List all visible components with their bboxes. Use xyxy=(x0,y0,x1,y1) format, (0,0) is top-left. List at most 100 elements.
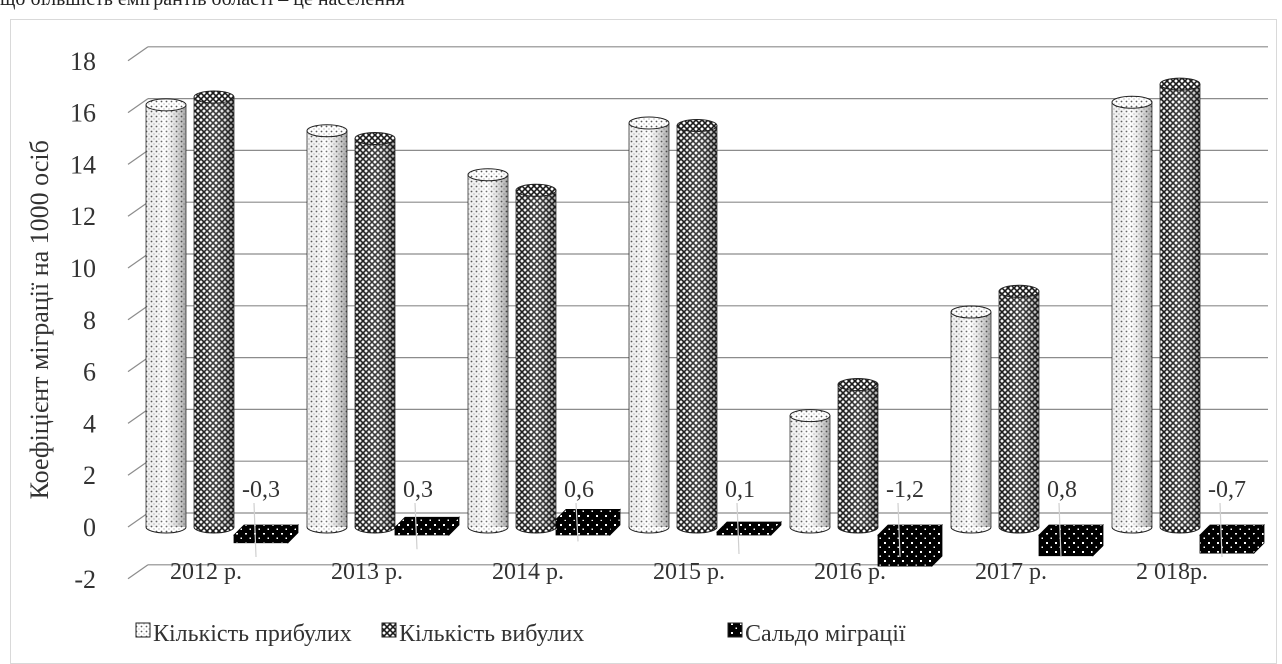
data-label-leader xyxy=(414,502,418,550)
bar-arrivals-top xyxy=(1111,95,1153,109)
legend-label: Сальдо міграції xyxy=(745,621,906,647)
grid-line-diagonal xyxy=(127,357,149,373)
y-tick-label: 6 xyxy=(83,358,96,387)
bar-saldo-top xyxy=(555,509,621,520)
bar-saldo-top xyxy=(394,516,460,528)
bar-arrivals xyxy=(306,124,348,534)
data-label-leader xyxy=(897,502,901,558)
bar-departures-top xyxy=(193,90,235,104)
y-tick-label: 12 xyxy=(70,202,96,231)
y-tick-label: 2 xyxy=(83,461,96,490)
bar-departures-shade xyxy=(838,384,878,527)
bar-departures xyxy=(354,132,396,534)
bar-departures-top xyxy=(837,378,879,392)
bar-departures xyxy=(837,378,879,534)
bar-departures-shade xyxy=(194,97,234,527)
y-axis-title: Коефіцієнт міграції на 1000 осіб xyxy=(25,140,54,499)
y-tick-label: 14 xyxy=(70,150,96,179)
legend: Кількість прибулих Кількість вибулих Сальд… xyxy=(135,621,906,647)
page-top-text: що більшість емігрантів області – це нас… xyxy=(0,0,405,11)
bar-saldo-side xyxy=(770,521,782,536)
bar-arrivals xyxy=(1111,95,1153,534)
bar-saldo-side xyxy=(609,508,621,536)
data-label: -0,7 xyxy=(1208,477,1246,503)
bar-saldo-top xyxy=(1199,524,1265,536)
bar-departures xyxy=(676,119,718,534)
legend-swatch xyxy=(381,622,397,638)
grid-line-diagonal xyxy=(127,305,149,321)
bar-departures-top xyxy=(354,132,396,145)
grid-line-diagonal xyxy=(127,46,149,62)
bar-arrivals xyxy=(628,116,670,534)
grid-line-diagonal xyxy=(127,98,149,114)
data-label-leader xyxy=(1219,502,1223,558)
bar-departures xyxy=(193,90,235,534)
legend-swatch xyxy=(727,622,743,638)
bar-departures xyxy=(1159,77,1201,534)
bar-arrivals-shade xyxy=(1112,102,1152,528)
bar-saldo-front xyxy=(1199,534,1255,554)
y-tick-label: -2 xyxy=(74,565,96,594)
bars xyxy=(145,77,1265,568)
y-tick-label: 4 xyxy=(83,409,96,438)
grid-line-diagonal xyxy=(127,253,149,269)
bar-arrivals-shade xyxy=(146,104,186,527)
data-label: 0,8 xyxy=(1047,477,1077,503)
bar-saldo-top xyxy=(716,521,782,533)
data-label-leader xyxy=(253,502,257,558)
grid-line-diagonal xyxy=(127,201,149,217)
bar-arrivals-shade xyxy=(790,415,830,527)
bar-departures-top xyxy=(676,119,718,133)
bar-arrivals-top xyxy=(628,116,670,130)
bar-saldo-side xyxy=(931,524,943,568)
bar-saldo-top xyxy=(1038,524,1104,536)
grid-line-diagonal xyxy=(127,408,149,424)
bar-arrivals-top xyxy=(467,168,509,182)
y-tick-label: 18 xyxy=(70,47,96,76)
bar-saldo-side xyxy=(1092,524,1104,557)
bar-arrivals-shade xyxy=(629,122,669,528)
bar-saldo xyxy=(233,524,299,544)
bar-arrivals-top xyxy=(789,409,831,423)
bar-arrivals-top xyxy=(950,305,992,319)
bar-arrivals-shade xyxy=(951,312,991,527)
x-category-label: 2012 р. xyxy=(170,559,242,585)
y-tick-label: 0 xyxy=(83,513,96,542)
bar-saldo xyxy=(555,508,621,536)
bar-saldo-front xyxy=(716,531,772,536)
bar-saldo-side xyxy=(448,516,460,536)
x-category-label: 2 018р. xyxy=(1136,559,1208,585)
x-category-label: 2013 р. xyxy=(331,559,403,585)
bar-saldo-front xyxy=(1038,534,1094,557)
grid-line-diagonal xyxy=(127,564,149,580)
bar-arrivals xyxy=(789,409,831,534)
bar-departures xyxy=(515,183,557,534)
bar-departures-top xyxy=(515,183,557,197)
x-category-label: 2017 р. xyxy=(975,559,1047,585)
bar-saldo xyxy=(1038,524,1104,557)
legend-label: Кількість прибулих xyxy=(153,621,352,647)
bar-arrivals xyxy=(950,305,992,534)
x-category-label: 2015 р. xyxy=(653,559,725,585)
y-tick-label: 16 xyxy=(70,99,96,128)
y-axis-title-group: Коефіцієнт міграції на 1000 осіб xyxy=(25,140,54,499)
bar-departures-top xyxy=(998,284,1040,298)
bar-saldo xyxy=(1199,524,1265,555)
bar-arrivals-top xyxy=(145,98,187,112)
bar-arrivals-shade xyxy=(307,130,347,528)
bar-departures xyxy=(998,284,1040,534)
data-label-leader xyxy=(1058,502,1062,558)
bar-saldo-top xyxy=(877,524,943,536)
bar-arrivals-shade xyxy=(468,174,508,527)
bar-saldo xyxy=(716,521,782,536)
bar-saldo-top xyxy=(233,524,299,536)
data-label-leader xyxy=(575,502,579,542)
bar-departures-shade xyxy=(1160,84,1200,528)
bar-arrivals xyxy=(467,168,509,534)
grid-line-diagonal xyxy=(127,149,149,165)
data-label: -0,3 xyxy=(242,477,280,503)
grid-line-diagonal xyxy=(127,460,149,476)
data-labels: -0,3 0,3 0,6 0,1 -1,2 0,8 -0,7 xyxy=(242,477,1246,558)
bar-arrivals xyxy=(145,98,187,534)
